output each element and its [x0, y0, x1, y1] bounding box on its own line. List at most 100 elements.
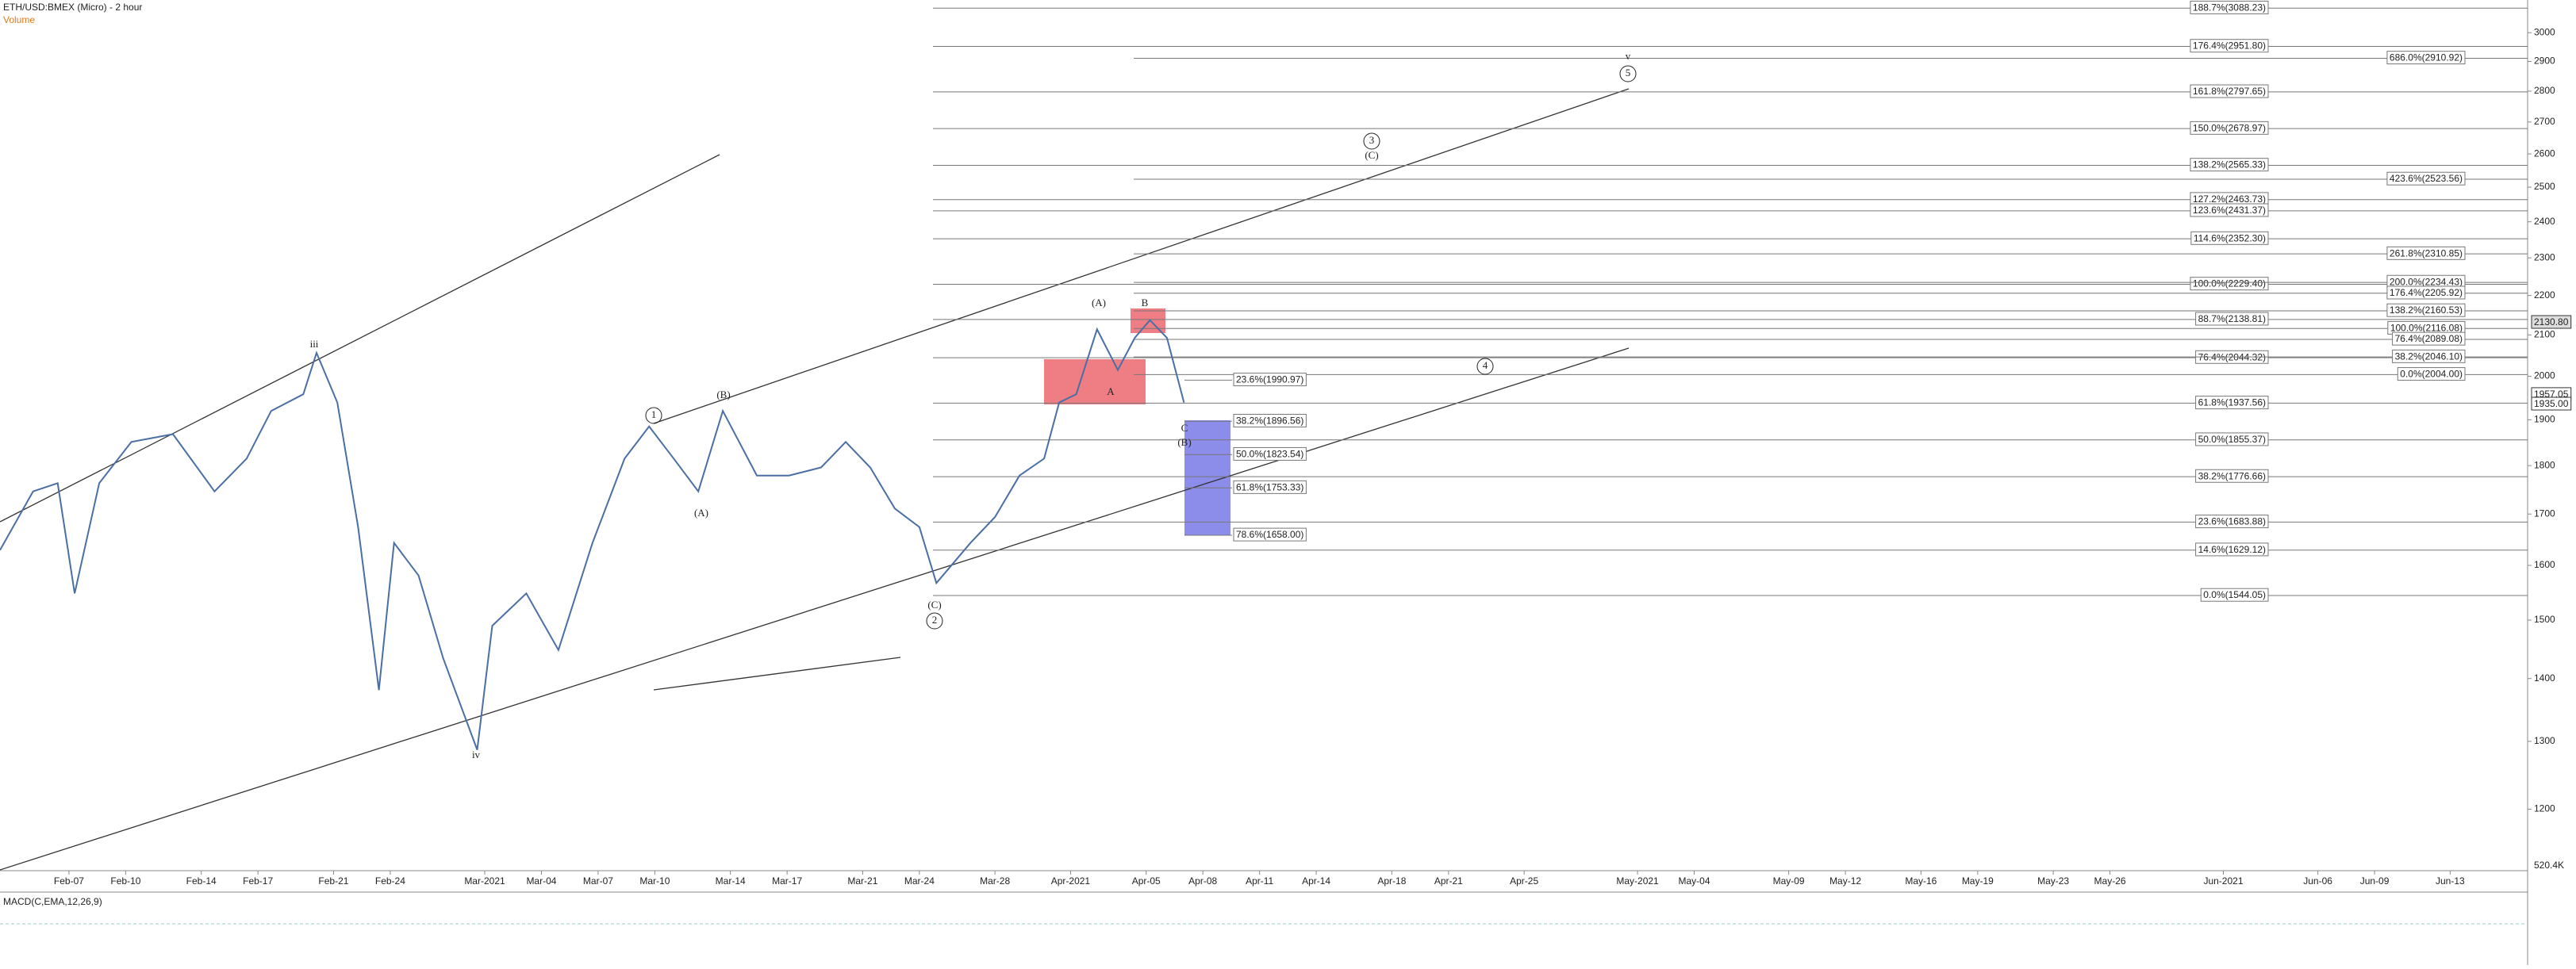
fib-label: 38.2%(2046.10) [2395, 350, 2463, 362]
wave-circle [926, 612, 943, 630]
fib-label: 50.0%(1855.37) [2198, 434, 2266, 445]
fib-label-box [1233, 446, 1307, 461]
x-tick-label: May-16 [1905, 875, 1937, 887]
zone-red [1131, 308, 1165, 333]
fib-label-box [2397, 367, 2466, 381]
fib-label-box [2386, 171, 2466, 186]
zone-red [1044, 359, 1146, 404]
y-tick-label: 1800 [2534, 459, 2555, 470]
wave-circle [1363, 132, 1380, 150]
x-tick-label: May-19 [1962, 875, 1994, 887]
y-tick-label: 1700 [2534, 507, 2555, 519]
x-tick-label: Mar-21 [847, 875, 877, 887]
fib-label: 61.8%(1753.33) [1236, 481, 1303, 492]
wave-label: (B) [1177, 436, 1191, 448]
x-tick-label: Apr-18 [1377, 875, 1406, 887]
y-tick-label: 2400 [2534, 216, 2555, 227]
fib-label: 150.0%(2678.97) [2193, 122, 2266, 133]
x-tick-label: Feb-10 [110, 875, 140, 887]
x-tick-label: Apr-11 [1246, 875, 1273, 887]
fib-label-box [2386, 285, 2466, 300]
trend-line [653, 657, 901, 691]
x-tick-label: May-2021 [1616, 875, 1659, 887]
wave-label: 3 [1369, 134, 1375, 146]
y-tick-label: 2100 [2534, 329, 2555, 340]
price-label: 2130.80 [2534, 316, 2569, 327]
fib-label-box [1233, 413, 1307, 427]
x-tick-label: Jun-2021 [2203, 875, 2243, 887]
fib-label-box [2200, 588, 2269, 602]
fib-label: 38.2%(1776.66) [2198, 470, 2266, 481]
fib-label-box [2392, 331, 2466, 346]
fib-label: 14.6%(1629.12) [2198, 544, 2266, 555]
x-tick-label: May-12 [1829, 875, 1861, 887]
fib-label-box [2190, 231, 2269, 245]
x-tick-label: May-04 [1679, 875, 1710, 887]
y-tick-label: 2700 [2534, 116, 2555, 127]
y-tick-label: 3000 [2534, 26, 2555, 37]
x-tick-label: Mar-10 [639, 875, 670, 887]
y-tick-label: 2000 [2534, 370, 2555, 381]
fib-label: 200.0%(2234.43) [2390, 276, 2463, 287]
x-tick-label: Apr-21 [1434, 875, 1463, 887]
fib-label-box [2195, 542, 2269, 557]
y-tick-label: 2600 [2534, 147, 2555, 159]
fib-label-box [2386, 51, 2466, 65]
fib-label: 100.0%(2229.40) [2193, 278, 2266, 289]
fib-label: 161.8%(2797.65) [2193, 86, 2266, 97]
wave-label: iii [310, 338, 319, 350]
fib-label: 0.0%(1544.05) [2203, 589, 2266, 600]
fib-label: 188.7%(3088.23) [2193, 2, 2266, 13]
fib-label-box [2190, 277, 2269, 291]
fib-label-box [2190, 158, 2269, 172]
trend-lines [0, 88, 1630, 871]
wave-label: (A) [1092, 297, 1106, 308]
fib-label-box [2195, 312, 2269, 326]
x-tick-label: Mar-17 [772, 875, 802, 887]
y-tick-label: 2500 [2534, 181, 2555, 192]
fib-label-box [1233, 480, 1307, 494]
y-tick-label: 1200 [2534, 803, 2555, 814]
y-tick-label: 2800 [2534, 85, 2555, 96]
wave-label: 5 [1626, 67, 1631, 79]
fib-label: 61.8%(1937.56) [2198, 397, 2266, 408]
x-tick-label: May-09 [1773, 875, 1805, 887]
y-tick-label: 1600 [2534, 559, 2555, 570]
chart-title: ETH/USD:BMEX (Micro) - 2 hour [3, 2, 142, 13]
x-tick-label: Apr-25 [1510, 875, 1538, 887]
fib-label: 127.2%(2463.73) [2193, 193, 2266, 205]
x-tick-label: Mar-07 [583, 875, 613, 887]
x-tick-label: Jun-13 [2436, 875, 2465, 887]
x-tick-label: Mar-04 [526, 875, 556, 887]
x-tick-label: Mar-24 [904, 875, 935, 887]
wave-label: 4 [1483, 359, 1488, 371]
volume-label: Volume [3, 14, 35, 25]
price-label: 1935.00 [2534, 398, 2569, 409]
y-tick-label: 2200 [2534, 289, 2555, 301]
x-tick-label: Feb-07 [54, 875, 84, 887]
fib-label-box [2386, 303, 2466, 317]
fib-label-box [2195, 469, 2269, 483]
wave-circle [1476, 358, 1494, 375]
fib-label-box [2195, 432, 2269, 446]
fib-label-box [2190, 39, 2269, 53]
volume-axis-label: 520.4K [2534, 860, 2564, 871]
y-tick-label: 1300 [2534, 735, 2555, 746]
trend-line [0, 347, 1630, 871]
fib-label: 423.6%(2523.56) [2390, 173, 2463, 184]
fib-label-box [2190, 121, 2269, 135]
fib-label: 100.0%(2116.08) [2390, 322, 2463, 333]
x-tick-label: Apr-08 [1188, 875, 1217, 887]
fib-label: 176.4%(2205.92) [2390, 287, 2463, 298]
fib-label-box [1233, 373, 1307, 387]
fib-label: 261.8%(2310.85) [2390, 247, 2463, 259]
trend-line [653, 88, 1630, 424]
x-tick-label: Jun-09 [2360, 875, 2390, 887]
wave-circle [1619, 65, 1637, 82]
fib-label-box [2190, 84, 2269, 98]
fib-label-box [2190, 203, 2269, 217]
fib-label: 88.7%(2138.81) [2198, 313, 2266, 324]
wave-label: B [1142, 297, 1149, 308]
fib-label: 138.2%(2160.53) [2390, 304, 2463, 316]
wave-label: 1 [651, 408, 657, 420]
